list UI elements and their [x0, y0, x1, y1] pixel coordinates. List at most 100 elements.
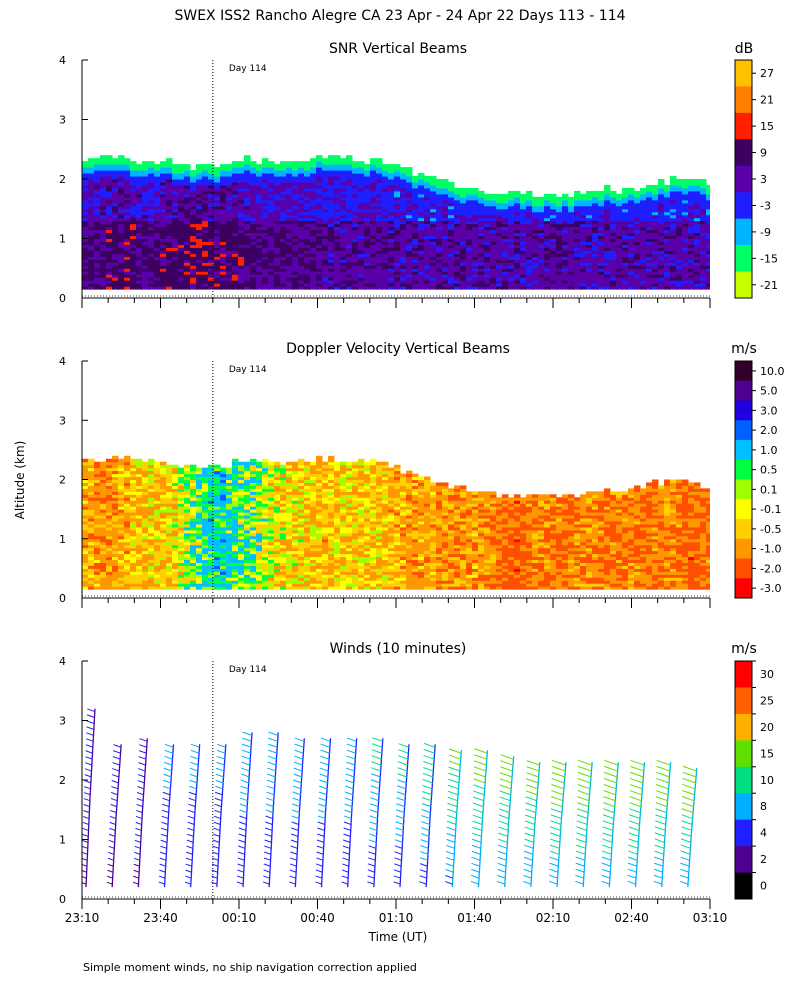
snr-cell: [334, 193, 341, 198]
snr-cell: [214, 190, 221, 195]
snr-cell: [172, 238, 179, 242]
doppler-cell: [166, 544, 173, 549]
snr-cell: [244, 229, 251, 234]
snr-cell: [136, 232, 143, 237]
snr-cell: [688, 223, 695, 228]
snr-cell: [262, 268, 269, 272]
snr-cell: [310, 235, 317, 240]
snr-cell: [418, 181, 425, 186]
snr-cell: [364, 274, 371, 278]
snr-cell: [658, 217, 665, 222]
doppler-panel: Doppler Velocity Vertical Beams m/s 0123…: [59, 341, 785, 608]
doppler-cell: [160, 577, 167, 581]
snr-cell: [430, 202, 437, 207]
snr-cell: [520, 262, 527, 266]
snr-cell: [610, 265, 617, 269]
snr-cell: [604, 283, 611, 287]
snr-cell: [340, 244, 347, 248]
snr-cell: [256, 196, 263, 201]
snr-cell: [376, 277, 383, 281]
snr-cell: [280, 241, 287, 245]
snr-cell: [88, 244, 95, 248]
doppler-cell: [130, 506, 137, 510]
snr-cell: [358, 247, 365, 251]
doppler-cell: [196, 535, 203, 540]
snr-cell: [220, 286, 227, 290]
snr-cell: [610, 202, 617, 207]
snr-cell: [556, 286, 563, 290]
snr-cell: [460, 229, 467, 234]
snr-cell: [358, 271, 365, 275]
snr-cell: [652, 250, 659, 254]
snr-cell: [358, 173, 365, 177]
snr-cell: [154, 220, 161, 225]
snr-cell: [370, 220, 377, 225]
snr-cell: [502, 208, 509, 213]
snr-cell: [304, 220, 311, 225]
snr-cell: [190, 277, 197, 281]
snr-cell: [700, 283, 707, 287]
snr-cell: [274, 268, 281, 272]
snr-cell: [286, 280, 293, 284]
snr-cell: [412, 241, 419, 245]
snr-cell: [592, 232, 599, 237]
doppler-cell: [100, 553, 107, 558]
snr-cell: [634, 238, 641, 242]
doppler-cell: [118, 556, 125, 561]
snr-cell: [88, 277, 95, 281]
snr-cell: [484, 205, 491, 210]
snr-cell: [214, 271, 221, 275]
doppler-cell: [112, 586, 119, 590]
snr-cell: [376, 214, 383, 219]
snr-cell: [250, 190, 257, 195]
snr-cell: [328, 277, 335, 281]
snr-cell: [400, 187, 407, 192]
snr-cell: [142, 226, 149, 231]
snr-cell: [586, 235, 593, 240]
snr-cell: [508, 271, 515, 275]
snr-cell: [262, 161, 269, 165]
snr-cell: [256, 259, 263, 263]
doppler-cell: [112, 580, 119, 584]
snr-cell: [700, 193, 707, 198]
snr-cell: [244, 250, 251, 254]
snr-cell: [652, 238, 659, 242]
snr-cell: [250, 176, 257, 180]
snr-cell: [208, 179, 215, 183]
snr-cell: [292, 229, 299, 234]
snr-cell: [430, 199, 437, 204]
snr-cell: [112, 247, 119, 251]
snr-cell: [286, 286, 293, 290]
doppler-cell: [124, 562, 131, 566]
snr-cell: [586, 244, 593, 248]
doppler-cell: [190, 550, 197, 555]
snr-cell: [190, 170, 197, 174]
snr-cell: [466, 268, 473, 272]
snr-cell: [268, 238, 275, 242]
doppler-cell: [190, 535, 197, 540]
snr-cell: [478, 229, 485, 234]
snr-cell: [436, 181, 443, 186]
snr-cell: [178, 167, 185, 171]
snr-cell: [688, 241, 695, 245]
snr-cell: [358, 286, 365, 290]
snr-cell: [202, 164, 209, 168]
snr-cell: [586, 202, 593, 207]
snr-cell: [634, 244, 641, 248]
snr-cell: [628, 250, 635, 254]
snr-cell: [472, 199, 479, 204]
snr-cell: [160, 167, 167, 171]
snr-cell: [262, 205, 269, 210]
snr-cell: [130, 217, 137, 222]
snr-cell: [490, 259, 497, 263]
doppler-cell: [82, 523, 89, 528]
snr-cell: [124, 161, 131, 165]
doppler-cell: [112, 470, 119, 475]
snr-cell: [328, 214, 335, 219]
snr-cell: [454, 202, 461, 207]
doppler-cell: [178, 482, 185, 486]
snr-cell: [322, 262, 329, 266]
doppler-cell: [124, 464, 131, 469]
snr-cell: [214, 170, 221, 174]
snr-cell: [592, 283, 599, 287]
